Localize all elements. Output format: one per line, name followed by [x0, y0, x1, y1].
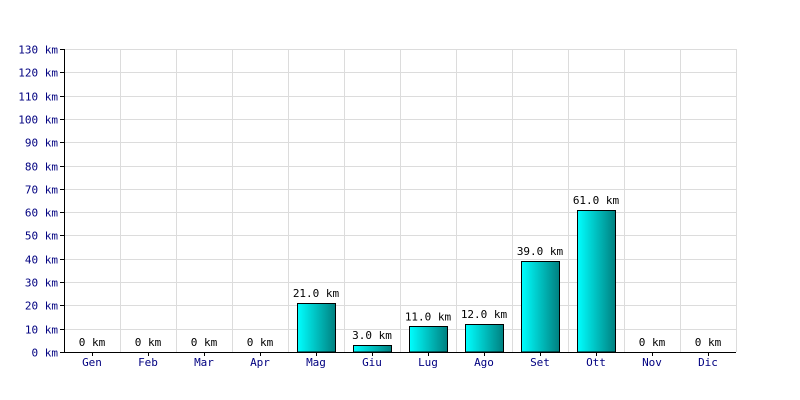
- y-tick-label: 110 km: [18, 91, 58, 104]
- x-tick-label: Mar: [194, 356, 214, 369]
- data-label: 0 km: [135, 336, 162, 349]
- x-tick-label: Giu: [362, 356, 382, 369]
- x-tick-label: Dic: [698, 356, 718, 369]
- x-tick-label: Feb: [138, 356, 158, 369]
- x-tick-label: Apr: [250, 356, 270, 369]
- axes: [60, 49, 736, 356]
- y-tick-label: 80 km: [25, 161, 58, 174]
- data-label: 61.0 km: [573, 194, 620, 207]
- y-tick-label: 40 km: [25, 254, 58, 267]
- data-label: 3.0 km: [352, 329, 392, 342]
- y-tick-label: 100 km: [18, 114, 58, 127]
- y-tick-label: 20 km: [25, 300, 58, 313]
- y-tick-label: 60 km: [25, 207, 58, 220]
- bar-ago: [465, 324, 504, 353]
- labels: 0 km 10 km 20 km 30 km 40 km 50 km 60 km 70 km 8…: [18, 44, 721, 370]
- data-label: 12.0 km: [461, 308, 508, 321]
- y-tick-label: 0 km: [32, 347, 59, 360]
- data-label: 21.0 km: [293, 287, 340, 300]
- y-tick-label: 90 km: [25, 137, 58, 150]
- y-tick-label: 10 km: [25, 324, 58, 337]
- data-label: 0 km: [191, 336, 218, 349]
- grid: [64, 49, 737, 352]
- bar-giu: [353, 345, 392, 353]
- bar-lug: [409, 326, 448, 353]
- data-label: 0 km: [79, 336, 106, 349]
- y-tick-label: 30 km: [25, 277, 58, 290]
- x-tick-label: Gen: [82, 356, 102, 369]
- bar-mag: [297, 303, 336, 353]
- bar-set: [521, 261, 560, 353]
- y-tick-label: 130 km: [18, 44, 58, 57]
- data-label: 11.0 km: [405, 310, 452, 323]
- data-label: 39.0 km: [517, 245, 564, 258]
- x-tick-label: Set: [530, 356, 550, 369]
- x-tick-label: Nov: [642, 356, 662, 369]
- bar-ott: [577, 210, 616, 353]
- data-label: 0 km: [695, 336, 722, 349]
- y-tick-label: 70 km: [25, 184, 58, 197]
- y-tick-label: 120 km: [18, 67, 58, 80]
- x-tick-label: Ott: [586, 356, 606, 369]
- data-label: 0 km: [247, 336, 274, 349]
- bars: [297, 210, 616, 353]
- x-tick-label: Ago: [474, 356, 494, 369]
- x-tick-label: Lug: [418, 356, 438, 369]
- y-tick-label: 50 km: [25, 230, 58, 243]
- data-label: 0 km: [639, 336, 666, 349]
- x-tick-label: Mag: [306, 356, 326, 369]
